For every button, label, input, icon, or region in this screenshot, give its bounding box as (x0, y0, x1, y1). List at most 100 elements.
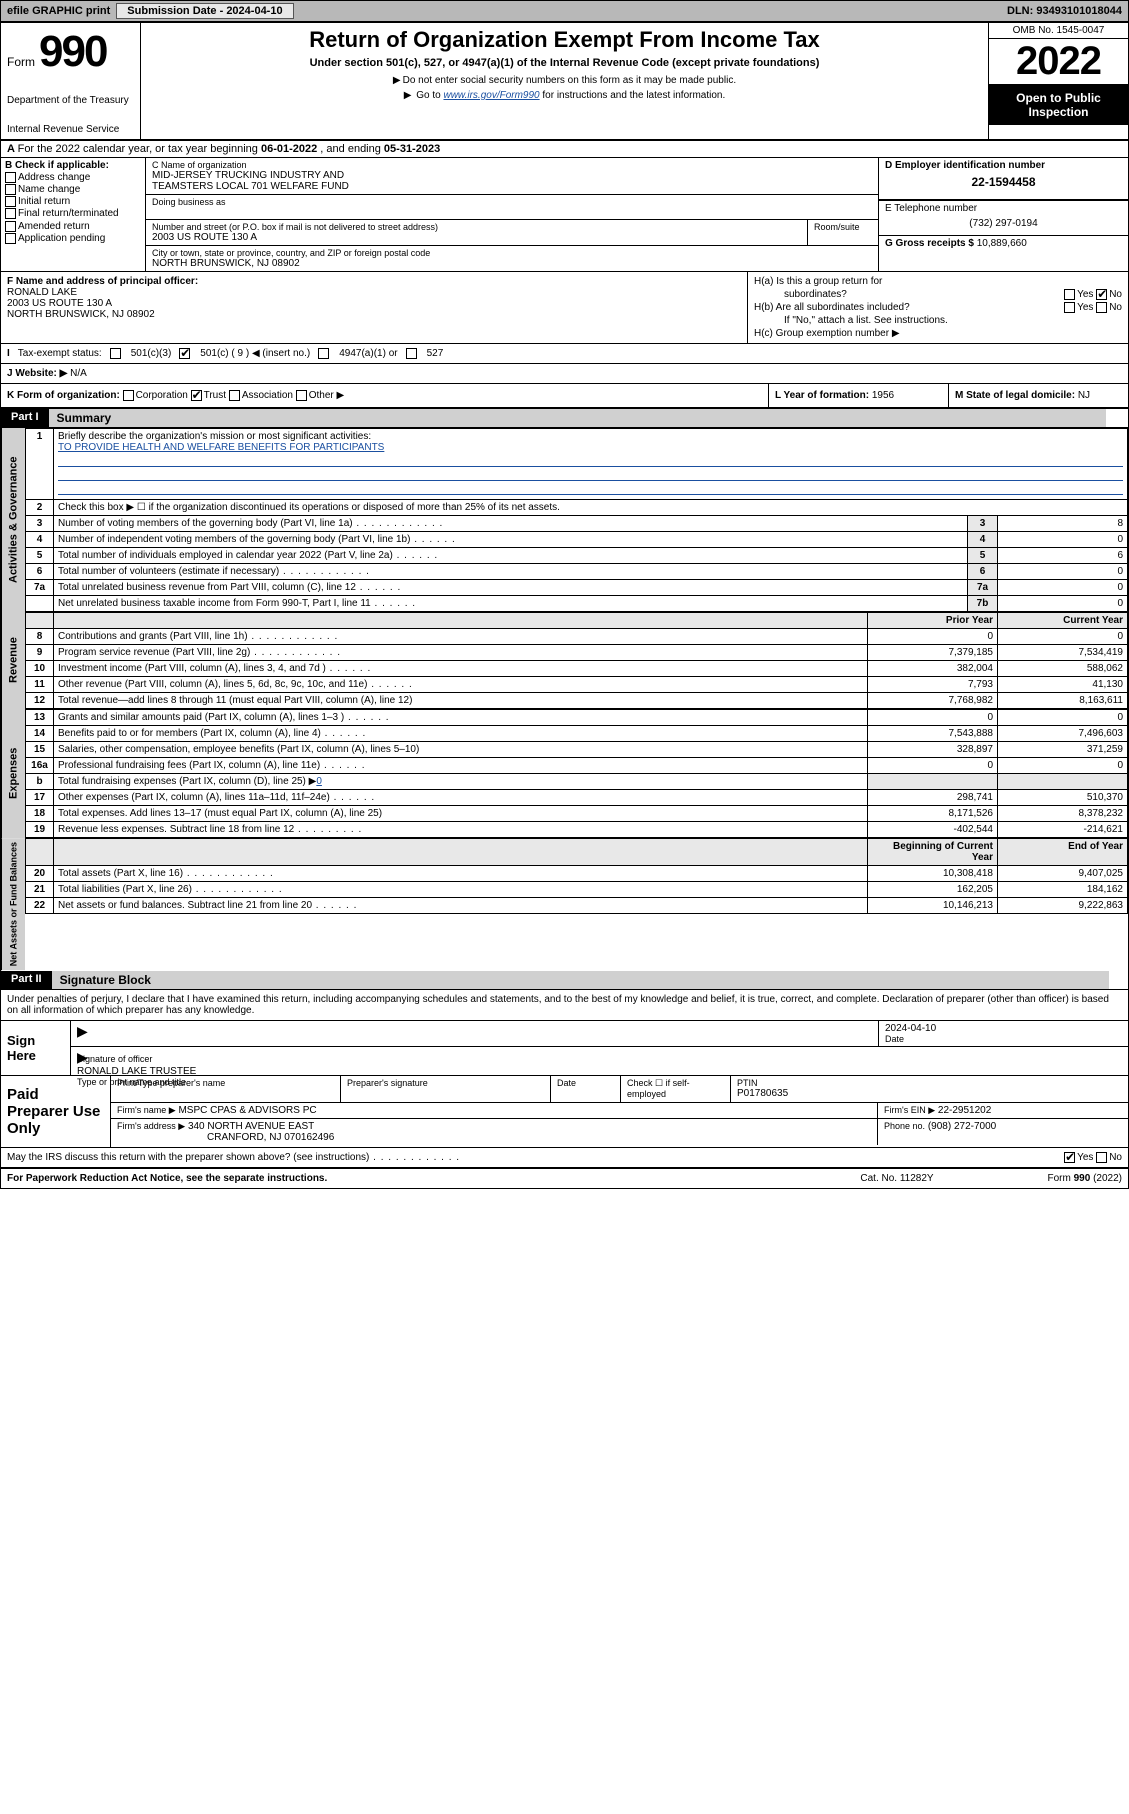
c20: 9,407,025 (998, 866, 1128, 882)
chk-assoc[interactable] (229, 390, 240, 401)
m-value: NJ (1078, 390, 1090, 401)
part-i-badge: Part I (1, 409, 49, 427)
init-return: Initial return (18, 196, 70, 207)
discuss-no[interactable] (1096, 1152, 1107, 1163)
c10: 588,062 (998, 661, 1128, 677)
check-name[interactable] (5, 184, 16, 195)
l10-text: Investment income (Part VIII, column (A)… (58, 663, 371, 674)
firm-addr2: CRANFORD, NJ 070162496 (117, 1132, 334, 1143)
header-right: OMB No. 1545-0047 2022 Open to Public In… (988, 23, 1128, 139)
l12-text: Total revenue—add lines 8 through 11 (mu… (54, 693, 868, 709)
firm-name: MSPC CPAS & ADVISORS PC (178, 1105, 316, 1116)
l7a-text: Total unrelated business revenue from Pa… (58, 582, 401, 593)
chk-4947[interactable] (318, 348, 329, 359)
col-d: D Employer identification number 22-1594… (878, 158, 1128, 271)
c17: 510,370 (998, 790, 1128, 806)
f-label: F Name and address of principal officer: (7, 276, 198, 287)
p8: 0 (868, 629, 998, 645)
sig-date: 2024-04-10 (885, 1023, 1122, 1034)
l19-text: Revenue less expenses. Subtract line 18 … (58, 824, 362, 835)
p13: 0 (868, 710, 998, 726)
l13-text: Grants and similar amounts paid (Part IX… (58, 712, 390, 723)
l16b-val: 0 (316, 776, 322, 787)
period-begin: 06-01-2022 (261, 143, 317, 155)
section-fh: F Name and address of principal officer:… (1, 272, 1128, 344)
discuss-yes[interactable] (1064, 1152, 1075, 1163)
v3: 8 (998, 516, 1128, 532)
tel-value: (732) 297-0194 (885, 214, 1122, 233)
firm-name-label: Firm's name ▶ (117, 1105, 176, 1115)
irs-link[interactable]: www.irs.gov/Form990 (443, 90, 539, 101)
app-pending: Application pending (18, 233, 105, 244)
chk-trust[interactable] (191, 390, 202, 401)
current-hdr: Current Year (998, 613, 1128, 629)
l-assoc: Association (242, 390, 293, 401)
l-527: 527 (427, 348, 444, 359)
submission-date-button[interactable]: Submission Date - 2024-04-10 (116, 3, 293, 19)
ha-label: H(a) Is this a group return for (754, 276, 882, 287)
part-i-title: Summary (49, 409, 1106, 427)
p12: 7,768,982 (868, 693, 998, 709)
firm-ein-label: Firm's EIN ▶ (884, 1105, 935, 1115)
chk-501c3[interactable] (110, 348, 121, 359)
l9-text: Program service revenue (Part VIII, line… (58, 647, 341, 658)
tax-year: 2022 (989, 39, 1128, 85)
check-final[interactable] (5, 208, 16, 219)
sec-h: H(a) Is this a group return for subordin… (748, 272, 1128, 343)
c15: 371,259 (998, 742, 1128, 758)
firm-addr1: 340 NORTH AVENUE EAST (188, 1121, 314, 1132)
p22: 10,146,213 (868, 898, 998, 914)
l2-text: Check this box ▶ ☐ if the organization d… (54, 500, 1128, 516)
chk-other[interactable] (296, 390, 307, 401)
hb-label: H(b) Are all subordinates included? (754, 302, 910, 313)
l7b-text: Net unrelated business taxable income fr… (58, 598, 416, 609)
l20-text: Total assets (Part X, line 16) (58, 868, 274, 879)
chk-corp[interactable] (123, 390, 134, 401)
period-mid: , and ending (317, 143, 384, 155)
no-lab: No (1109, 289, 1122, 300)
form-header: Form 990 Department of the Treasury Inte… (1, 23, 1128, 141)
hb-yes[interactable] (1064, 302, 1075, 313)
date-label: Date (885, 1034, 1122, 1044)
tax-period: A For the 2022 calendar year, or tax yea… (1, 141, 1128, 158)
part-ii-header: Part II Signature Block (1, 971, 1128, 990)
dept-treasury: Department of the Treasury (7, 95, 134, 106)
period-end: 05-31-2023 (384, 143, 440, 155)
prior-hdr: Prior Year (868, 613, 998, 629)
check-init[interactable] (5, 196, 16, 207)
ha-yes[interactable] (1064, 289, 1075, 300)
side-expenses: Expenses (1, 709, 25, 838)
p10: 382,004 (868, 661, 998, 677)
p11: 7,793 (868, 677, 998, 693)
yes-lab2: Yes (1077, 302, 1093, 313)
end-hdr: End of Year (998, 839, 1128, 866)
hb-no[interactable] (1096, 302, 1107, 313)
org-name-1: MID-JERSEY TRUCKING INDUSTRY AND (152, 170, 872, 181)
l-label: L Year of formation: (775, 390, 869, 401)
form-990: Form 990 Department of the Treasury Inte… (0, 22, 1129, 1189)
check-app[interactable] (5, 233, 16, 244)
l-501c: 501(c) ( 9 ) ◀ (insert no.) (200, 348, 310, 359)
tel-label: E Telephone number (885, 203, 1122, 214)
ha-no[interactable] (1096, 289, 1107, 300)
chk-527[interactable] (406, 348, 417, 359)
officer-addr1: 2003 US ROUTE 130 A (7, 298, 112, 309)
chk-501c[interactable] (179, 348, 190, 359)
check-amend[interactable] (5, 221, 16, 232)
type-label: Type or print name and title (77, 1077, 1122, 1087)
col-b: B Check if applicable: Address change Na… (1, 158, 146, 271)
l-corp: Corporation (136, 390, 188, 401)
officer-name: RONALD LAKE (7, 287, 77, 298)
b-label: B Check if applicable: (5, 160, 109, 171)
check-addr[interactable] (5, 172, 16, 183)
street-value: 2003 US ROUTE 130 A (152, 232, 801, 243)
dln-label: DLN: 93493101018044 (1001, 5, 1128, 17)
omb-number: OMB No. 1545-0047 (989, 23, 1128, 39)
v5: 6 (998, 548, 1128, 564)
l5-text: Total number of individuals employed in … (58, 550, 438, 561)
l-other: Other ▶ (309, 390, 344, 401)
l3-text: Number of voting members of the governin… (58, 518, 443, 529)
p9: 7,379,185 (868, 645, 998, 661)
l16b-text: Total fundraising expenses (Part IX, col… (58, 776, 316, 787)
p18: 8,171,526 (868, 806, 998, 822)
